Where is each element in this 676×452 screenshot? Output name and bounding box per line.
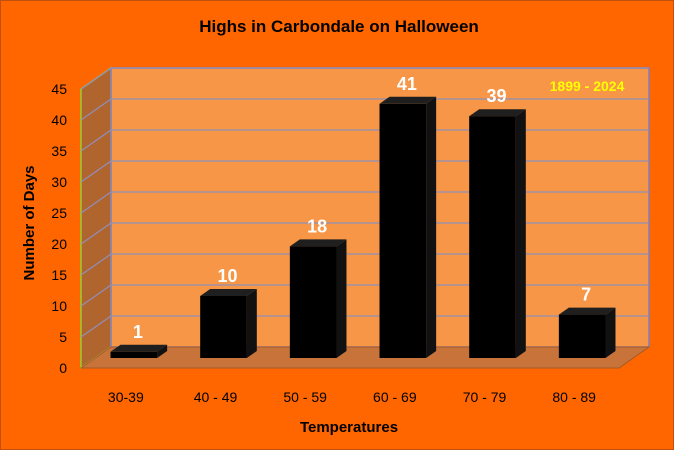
bar-70-79	[469, 109, 526, 358]
y-tick-label: 5	[59, 329, 67, 345]
y-tick-label: 25	[51, 205, 67, 221]
y-tick-label: 30	[51, 174, 67, 190]
y-tick-label: 45	[51, 81, 67, 97]
y-tick-label: 0	[59, 360, 67, 376]
y-tick-label: 20	[51, 236, 67, 252]
bar-30-39	[110, 344, 168, 358]
year-range-annotation: 1899 - 2024	[550, 78, 625, 94]
y-tick-label: 15	[51, 267, 67, 283]
x-tick-label: 50 - 59	[283, 389, 327, 405]
x-tick-label: 40 - 49	[194, 389, 238, 405]
bar-50-59	[289, 239, 347, 358]
y-tick-label: 35	[51, 143, 67, 159]
data-label: 1	[133, 322, 143, 342]
bar-60-69	[379, 96, 437, 359]
bars	[110, 96, 616, 359]
bar-80-89	[558, 307, 616, 358]
gridline	[80, 98, 649, 121]
x-tick-label: 80 - 89	[552, 389, 596, 405]
x-axis-label: Temperatures	[300, 419, 398, 436]
x-tick-label: 30-39	[108, 389, 144, 405]
data-label: 41	[397, 74, 417, 94]
y-tick-labels: 0 5 10 15 20 25 30 35 40 45	[51, 81, 67, 376]
bar-40-49	[200, 289, 257, 358]
x-tick-label: 60 - 69	[373, 389, 417, 405]
data-label: 10	[217, 266, 237, 286]
data-label: 18	[307, 216, 327, 236]
y-tick-label: 10	[51, 298, 67, 314]
y-tick-label: 40	[51, 112, 67, 128]
chart-title: Highs in Carbondale on Halloween	[199, 17, 479, 36]
data-label: 7	[581, 285, 591, 305]
y-axis-label: Number of Days	[21, 165, 38, 280]
x-tick-labels: 30-39 40 - 49 50 - 59 60 - 69 70 - 79 80 - 89	[108, 389, 596, 405]
gridline	[80, 67, 649, 90]
data-labels: 1 10 18 41 39 7	[133, 74, 591, 342]
side-wall	[80, 66, 112, 370]
x-tick-label: 70 - 79	[463, 389, 507, 405]
data-label: 39	[486, 86, 506, 106]
